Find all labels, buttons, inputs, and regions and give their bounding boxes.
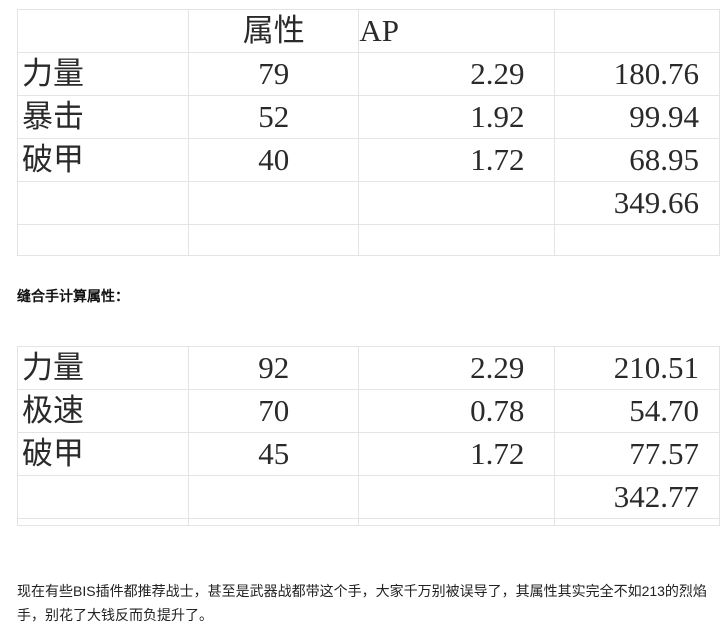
table-row: 极速 70 0.78 54.70 (16, 389, 720, 433)
header-cell (16, 9, 190, 53)
header-cell: 属性 (188, 9, 360, 53)
cell: 52 (188, 95, 360, 139)
cell (16, 181, 190, 225)
cell (16, 518, 190, 526)
cell (188, 475, 360, 519)
cell: 210.51 (554, 346, 720, 390)
cell: 破甲 (16, 432, 190, 476)
cell: 40 (188, 138, 360, 182)
cell (188, 224, 360, 256)
body-paragraph: 现在有些BIS插件都推荐战士，甚至是武器战都带这个手，大家千万别被误导了，其属性… (17, 583, 707, 623)
table-row: 破甲 40 1.72 68.95 (16, 138, 720, 182)
cell: 2.29 (358, 52, 556, 96)
cell: 破甲 (16, 138, 190, 182)
cell (358, 475, 556, 519)
cell: 0.78 (358, 389, 556, 433)
table-row: 暴击 52 1.92 99.94 (16, 95, 720, 139)
cell (188, 518, 360, 526)
table-row: 力量 92 2.29 210.51 (16, 346, 720, 390)
cell: 1.72 (358, 432, 556, 476)
stats-table-2: 力量 92 2.29 210.51 极速 70 0.78 54.70 破甲 45… (16, 346, 720, 526)
cell: 54.70 (554, 389, 720, 433)
cell: 77.57 (554, 432, 720, 476)
header-cell (554, 9, 720, 53)
cell: 68.95 (554, 138, 720, 182)
cell (358, 224, 556, 256)
cell (554, 518, 720, 526)
stats-table-1: 属性 AP 力量 79 2.29 180.76 暴击 52 1.92 99.94… (16, 9, 720, 256)
cell: 力量 (16, 346, 190, 390)
total-cell: 342.77 (554, 475, 720, 519)
table-row: 破甲 45 1.72 77.57 (16, 432, 720, 476)
cell: 79 (188, 52, 360, 96)
total-cell: 349.66 (554, 181, 720, 225)
cell: 1.72 (358, 138, 556, 182)
header-cell: AP (358, 9, 556, 53)
cell: 2.29 (358, 346, 556, 390)
table-row: 力量 79 2.29 180.76 (16, 52, 720, 96)
cell (16, 475, 190, 519)
cell: 力量 (16, 52, 190, 96)
cell: 暴击 (16, 95, 190, 139)
cell: 99.94 (554, 95, 720, 139)
total-row: 349.66 (16, 181, 720, 225)
cell (16, 224, 190, 256)
cell: 70 (188, 389, 360, 433)
cell (358, 518, 556, 526)
empty-row (16, 518, 720, 526)
table-header-row: 属性 AP (16, 9, 720, 53)
cell (188, 181, 360, 225)
cell: 45 (188, 432, 360, 476)
cell: 极速 (16, 389, 190, 433)
total-row: 342.77 (16, 475, 720, 519)
cell: 180.76 (554, 52, 720, 96)
cell (554, 224, 720, 256)
cell: 1.92 (358, 95, 556, 139)
empty-row (16, 224, 720, 256)
section-heading: 缝合手计算属性： (17, 288, 129, 304)
cell: 92 (188, 346, 360, 390)
cell (358, 181, 556, 225)
